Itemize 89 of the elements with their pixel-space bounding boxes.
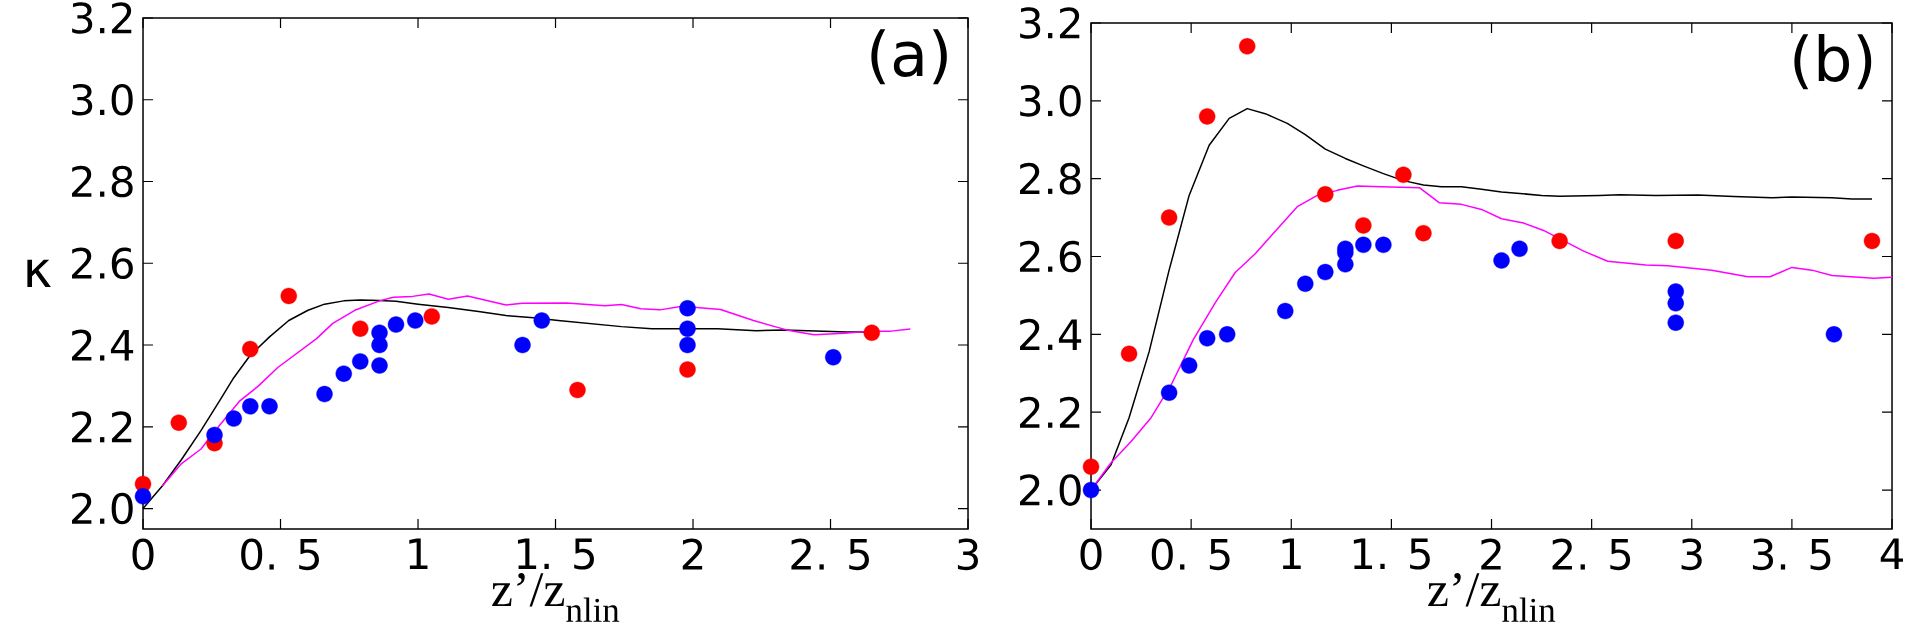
point [1667,232,1684,250]
x-tick-label: 0. 5 [1151,538,1230,571]
x-tick-label: 3 [957,538,978,571]
point [825,349,842,366]
y-tick-label: 2.4 [72,329,134,361]
point [1825,326,1843,343]
point [280,287,297,305]
point [1198,330,1216,347]
x-tick-label: 3 [1681,538,1702,571]
point [679,300,696,317]
point [514,336,531,354]
x-tick-label: 1 [1282,538,1301,570]
y-tick-label: 2.8 [1020,162,1081,195]
y-tick-label: 2.4 [1020,318,1082,350]
point [352,320,369,337]
annotation: (b) [1794,34,1872,90]
y-tick-label: 2.6 [1020,240,1081,273]
x-tick-label: 0 [132,538,154,571]
point [170,414,187,431]
y-tick-label: 2.0 [1020,474,1081,506]
point [1160,209,1178,226]
y-tick-label: 2.6 [72,247,133,280]
x-tick-label: 1. 5 [1353,538,1430,570]
y-tick-label: 3.2 [72,2,132,34]
point [407,312,424,329]
point [1297,275,1314,292]
point [1355,217,1372,234]
point [1395,166,1412,183]
x-tick-label: 0. 5 [241,538,319,571]
point [863,324,880,341]
y-tick-label: 3.2 [1020,7,1080,39]
point [206,426,223,444]
point [335,365,352,382]
point [1317,263,1334,281]
x-axis-title: z’/z$_{nlin}$ [492,573,620,622]
y-tick-label: 2.2 [1020,396,1080,428]
point [533,312,550,329]
x-tick-label: 2. 5 [1552,538,1631,571]
x-tick-label: 2 [682,538,703,570]
point [261,398,278,415]
point [316,385,333,403]
point [371,357,388,374]
x-tick-label: 2. 5 [791,538,869,571]
point [1511,240,1528,257]
point [1355,236,1372,254]
y-axis-title: κ [27,259,51,288]
point [1239,38,1256,55]
y-tick-label: 3.0 [72,83,133,116]
y-tick-label: 2.8 [72,165,133,198]
point [1551,232,1568,250]
point [352,353,369,370]
y-tick-label: 2.0 [72,492,133,525]
point [679,336,696,354]
point [569,381,586,399]
point [1198,108,1216,125]
point [242,340,259,358]
point [679,361,696,378]
x-tick-label: 1. 5 [517,538,594,570]
x-tick-label: 0 [1080,538,1102,571]
point [1667,295,1684,312]
point [1375,236,1392,254]
point [1218,326,1236,343]
point [242,398,259,415]
point [1337,256,1354,273]
point [387,316,405,333]
point [1120,345,1138,363]
point [1863,232,1881,250]
x-tick-label: 3. 5 [1752,538,1831,571]
point [1667,314,1684,331]
x-tick-label: 4 [1880,538,1903,570]
point [1180,357,1198,374]
point [1160,384,1178,401]
point [1277,302,1294,320]
point [225,410,242,427]
annotation: (a) [871,29,947,85]
point [423,308,440,325]
point [1415,224,1432,242]
point [134,488,152,505]
point [371,336,388,354]
x-axis-title: z’/z$_{nlin}$ [1428,573,1556,622]
x-tick-label: 1 [409,538,428,570]
point [1082,481,1100,499]
y-tick-label: 3.0 [1020,85,1081,117]
point [1317,186,1334,203]
x-tick-label: 2 [1481,538,1501,570]
point [1493,252,1510,269]
point [679,320,696,337]
point [1082,458,1100,475]
y-tick-label: 2.2 [72,411,132,443]
